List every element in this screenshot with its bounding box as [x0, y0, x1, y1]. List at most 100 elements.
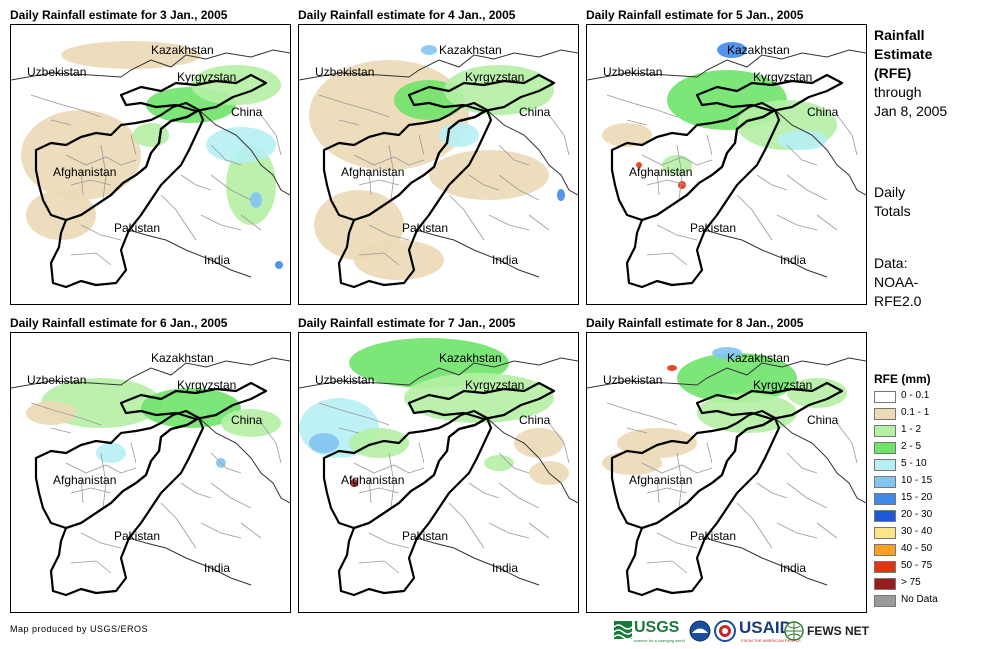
country-boundary — [587, 49, 866, 81]
sidebar-through-line: through — [874, 84, 922, 100]
rainfall-patch — [557, 189, 565, 201]
country-label-uzbekistan: Uzbekistan — [315, 65, 375, 79]
legend-swatch — [874, 442, 896, 454]
country-outline — [625, 416, 781, 597]
country-label-kyrgyzstan: Kyrgyzstan — [465, 378, 525, 392]
country-label-china: China — [519, 413, 551, 427]
legend-swatch — [874, 425, 896, 437]
legend-swatch — [874, 544, 896, 556]
fews-globe-icon — [784, 621, 804, 641]
legend-label: 15 - 20 — [901, 492, 933, 503]
country-label-kazakhstan: Kazakhstan — [439, 351, 502, 365]
province-boundary — [318, 402, 570, 474]
province-boundary — [641, 442, 713, 509]
country-label-india: India — [780, 253, 807, 267]
rainfall-patch — [617, 428, 697, 458]
legend-item: 0.1 - 1 — [874, 407, 974, 424]
legend-item: 50 - 75 — [874, 560, 974, 577]
legend-swatch — [874, 510, 896, 522]
usgs-wave-icon — [614, 621, 632, 639]
rainfall-patch — [439, 123, 479, 147]
legend-label: 0.1 - 1 — [901, 407, 930, 418]
noaa-logo — [689, 620, 711, 642]
legend-item: 20 - 30 — [874, 509, 974, 526]
country-label-afghanistan: Afghanistan — [629, 165, 693, 179]
rainfall-patch — [21, 110, 141, 200]
country-outline — [407, 73, 556, 113]
map-panel-6: Daily Rainfall estimate for 8 Jan., 2005… — [586, 316, 867, 621]
country-label-china: China — [231, 105, 263, 119]
rainfall-patch — [712, 347, 742, 359]
province-boundary — [646, 482, 838, 574]
country-label-kazakhstan: Kazakhstan — [727, 351, 790, 365]
country-boundary — [11, 49, 290, 81]
country-label-pakistan: Pakistan — [690, 221, 737, 235]
panel-title: Daily Rainfall estimate for 5 Jan., 2005 — [586, 8, 804, 22]
rainfall-patch — [429, 150, 549, 200]
country-outline — [407, 381, 556, 421]
country-label-china: China — [519, 105, 551, 119]
rainfall-patch — [309, 433, 339, 453]
country-label-afghanistan: Afghanistan — [341, 473, 405, 487]
rainfall-patch — [717, 42, 747, 58]
legend-swatch — [874, 408, 896, 420]
sidebar-data: Data: NOAA- RFE2.0 — [874, 254, 921, 311]
sidebar-title: Rainfall Estimate (RFE) through Jan 8, 2… — [874, 26, 947, 121]
country-label-kyrgyzstan: Kyrgyzstan — [753, 378, 813, 392]
sidebar-title-line: (RFE) — [874, 65, 912, 81]
legend-swatch — [874, 527, 896, 539]
country-boundary — [704, 229, 828, 278]
sidebar-title-line: Estimate — [874, 46, 933, 62]
country-label-pakistan: Pakistan — [402, 529, 449, 543]
province-boundary — [353, 134, 425, 201]
country-boundary — [587, 357, 866, 389]
country-outline — [337, 108, 493, 289]
panel-title: Daily Rainfall estimate for 8 Jan., 2005 — [586, 316, 804, 330]
panel-title: Daily Rainfall estimate for 7 Jan., 2005 — [298, 316, 516, 330]
country-label-kyrgyzstan: Kyrgyzstan — [177, 70, 237, 84]
map-frame: Kazakhstan Uzbekistan Kyrgyzstan China Afgha… — [586, 332, 867, 613]
country-label-china: China — [231, 413, 263, 427]
legend-label: 30 - 40 — [901, 526, 933, 537]
map-panel-1: Daily Rainfall estimate for 3 Jan., 2005… — [10, 8, 291, 313]
province-boundary — [30, 402, 282, 474]
country-label-india: India — [492, 561, 519, 575]
rainfall-patch — [191, 65, 281, 105]
country-label-uzbekistan: Uzbekistan — [603, 373, 663, 387]
country-boundary — [299, 357, 578, 389]
country-boundary — [198, 109, 290, 196]
province-boundary — [606, 94, 858, 166]
map-panel-5: Daily Rainfall estimate for 7 Jan., 2005… — [298, 316, 579, 621]
country-boundary — [486, 109, 578, 196]
country-boundary — [299, 49, 578, 81]
country-boundary — [11, 357, 290, 389]
panel-title: Daily Rainfall estimate for 3 Jan., 2005 — [10, 8, 228, 22]
legend-label: 1 - 2 — [901, 424, 922, 435]
province-boundary — [65, 134, 137, 201]
usaid-tagline: FROM THE AMERICAN PEOPLE — [741, 638, 801, 643]
map-canvas — [299, 45, 578, 289]
map-canvas — [587, 42, 866, 289]
legend-title: RFE (mm) — [874, 372, 931, 386]
country-label-india: India — [204, 561, 231, 575]
rainfall-patch — [514, 428, 564, 458]
country-boundary — [416, 537, 540, 586]
legend-item: 2 - 5 — [874, 441, 974, 458]
country-outline — [119, 381, 268, 421]
map-frame: Kazakhstan Uzbekistan Kyrgyzstan China Afgha… — [298, 332, 579, 613]
country-outline — [625, 108, 781, 289]
province-boundary — [65, 442, 137, 509]
legend-swatch — [874, 578, 896, 590]
country-boundary — [486, 417, 578, 504]
country-label-india: India — [492, 253, 519, 267]
rainfall-patch — [602, 451, 662, 475]
legend-swatch — [874, 561, 896, 573]
nws-logo — [714, 620, 736, 642]
country-label-kazakhstan: Kazakhstan — [151, 43, 214, 57]
legend-item: 30 - 40 — [874, 526, 974, 543]
rainfall-patch — [678, 181, 686, 189]
country-boundary — [128, 229, 252, 278]
legend-item: 5 - 10 — [874, 458, 974, 475]
usaid-wordmark: USAID — [739, 618, 792, 637]
rainfall-patch — [662, 155, 692, 175]
